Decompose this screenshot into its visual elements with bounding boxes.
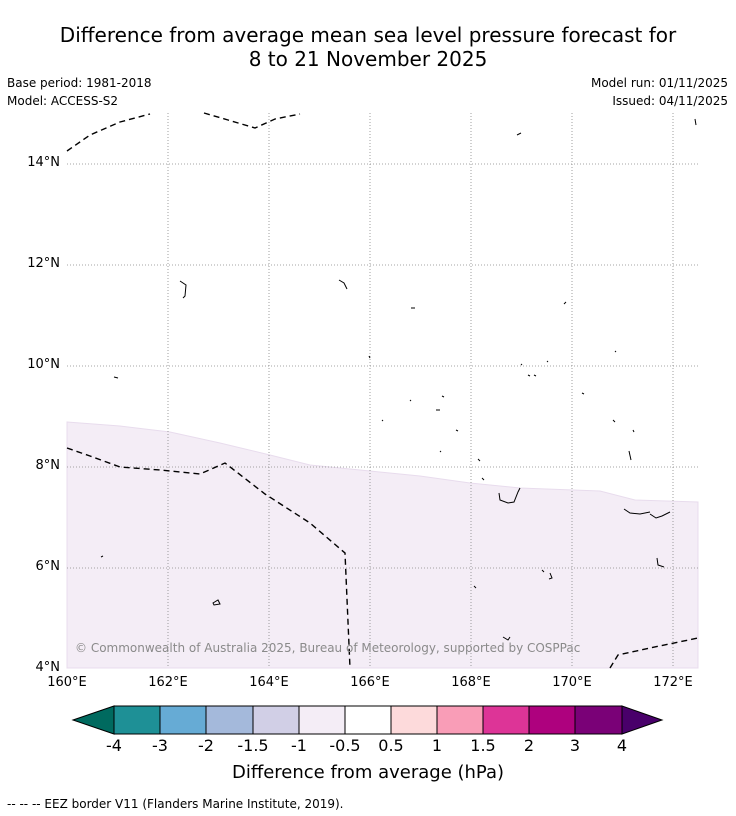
eez-borders — [66, 112, 699, 669]
colorbar-tick: 1.5 — [470, 736, 496, 755]
gridlines — [67, 113, 698, 668]
lon-label-162e: 162°E — [148, 675, 188, 690]
colorbar-bin — [205, 705, 254, 735]
colorbar-tick: -0.5 — [329, 736, 361, 755]
colorbar-tick: -1.5 — [237, 736, 269, 755]
colorbar-tick: 0.5 — [378, 736, 404, 755]
colorbar — [71, 705, 664, 735]
lon-label-160e: 160°E — [47, 675, 87, 690]
issued-date: Issued: 04/11/2025 — [612, 94, 728, 108]
copyright-notice: © Commonwealth of Australia 2025, Bureau… — [75, 641, 581, 655]
coastlines — [100, 118, 697, 641]
eez-legend-note: -- -- -- EEZ border V11 (Flanders Marine… — [7, 797, 344, 811]
colorbar-bin — [113, 705, 161, 735]
lat-label-4n: 4°N — [35, 660, 61, 675]
colorbar-tick: -1 — [291, 736, 307, 755]
colorbar-bin — [252, 705, 300, 735]
colorbar-tick: 2 — [523, 736, 535, 755]
model-run: Model run: 01/11/2025 — [590, 76, 728, 90]
colorbar-tick: -4 — [106, 736, 122, 755]
lon-label-164e: 164°E — [249, 675, 289, 690]
colorbar-bin — [298, 705, 346, 735]
colorbar-title: Difference from average (hPa) — [231, 762, 505, 783]
colorbar-extend-low — [71, 705, 115, 735]
lat-label-10n: 10°N — [27, 357, 60, 372]
lat-label-12n: 12°N — [27, 256, 60, 271]
colorbar-tick: 1 — [431, 736, 443, 755]
colorbar-bin — [574, 705, 623, 735]
colorbar-bin — [436, 705, 484, 735]
lat-label-6n: 6°N — [35, 559, 61, 574]
colorbar-tick: 4 — [616, 736, 628, 755]
colorbar-tick: -3 — [152, 736, 168, 755]
colorbar-extend-high — [621, 705, 664, 735]
lon-label-166e: 166°E — [350, 675, 390, 690]
lon-label-168e: 168°E — [451, 675, 491, 690]
lat-label-8n: 8°N — [35, 458, 61, 473]
colorbar-tick: 3 — [569, 736, 581, 755]
map-title-line2: 8 to 21 November 2025 — [248, 47, 488, 71]
colorbar-bin — [528, 705, 576, 735]
colorbar-bin — [482, 705, 530, 735]
model-name: Model: ACCESS-S2 — [7, 94, 119, 108]
base-period: Base period: 1981-2018 — [7, 76, 152, 90]
lat-label-14n: 14°N — [27, 155, 60, 170]
lon-label-170e: 170°E — [552, 675, 592, 690]
map-title-line1: Difference from average mean sea level p… — [59, 23, 677, 47]
colorbar-tick: -2 — [198, 736, 214, 755]
colorbar-bin — [344, 705, 392, 735]
colorbar-bin — [159, 705, 207, 735]
anomaly-region-negative — [66, 421, 699, 669]
colorbar-bin — [390, 705, 438, 735]
lon-label-172e: 172°E — [653, 675, 693, 690]
